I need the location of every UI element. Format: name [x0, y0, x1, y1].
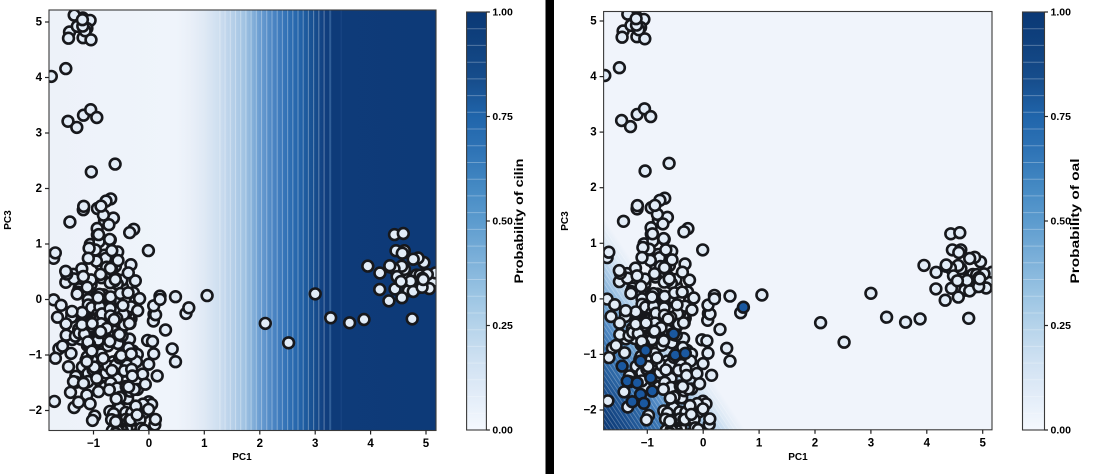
svg-text:3: 3 [590, 127, 596, 139]
svg-text:0.50: 0.50 [492, 216, 513, 228]
svg-text:3: 3 [312, 438, 318, 450]
svg-text:0.00: 0.00 [1051, 425, 1072, 437]
svg-text:0.25: 0.25 [1051, 320, 1072, 332]
svg-text:3: 3 [868, 437, 874, 449]
svg-text:2: 2 [590, 182, 596, 194]
svg-text:4: 4 [36, 72, 43, 84]
svg-text:3: 3 [36, 128, 42, 140]
svg-text:5: 5 [36, 17, 43, 29]
svg-text:PC3: PC3 [3, 210, 14, 230]
svg-text:4: 4 [590, 71, 597, 83]
svg-text:−1: −1 [583, 349, 597, 361]
svg-text:PC1: PC1 [788, 452, 808, 463]
svg-text:−1: −1 [29, 350, 43, 362]
svg-text:5: 5 [590, 16, 597, 28]
svg-text:5: 5 [979, 437, 986, 449]
svg-text:4: 4 [367, 438, 374, 450]
svg-text:1.00: 1.00 [492, 7, 513, 19]
svg-text:0.50: 0.50 [1051, 216, 1072, 228]
svg-text:−2: −2 [29, 405, 42, 417]
svg-text:0: 0 [700, 437, 706, 449]
svg-text:0: 0 [590, 293, 596, 305]
svg-text:1: 1 [590, 238, 597, 250]
svg-text:PC1: PC1 [232, 452, 252, 463]
svg-text:Probability of oal: Probability of oal [1068, 159, 1082, 284]
svg-text:1.00: 1.00 [1051, 7, 1072, 19]
svg-text:2: 2 [812, 437, 818, 449]
svg-text:−2: −2 [583, 405, 596, 417]
svg-text:PC3: PC3 [560, 211, 571, 231]
svg-text:Probability of cilin: Probability of cilin [512, 159, 526, 284]
svg-text:5: 5 [423, 438, 430, 450]
svg-text:0: 0 [36, 294, 42, 306]
svg-text:0.00: 0.00 [492, 425, 513, 437]
svg-text:0.75: 0.75 [1051, 111, 1072, 123]
svg-text:−1: −1 [87, 438, 101, 450]
svg-text:4: 4 [924, 437, 931, 449]
svg-text:1: 1 [36, 239, 43, 251]
svg-text:2: 2 [257, 438, 263, 450]
svg-text:1: 1 [201, 438, 208, 450]
svg-text:0.75: 0.75 [492, 111, 513, 123]
svg-text:0: 0 [146, 438, 152, 450]
svg-text:0.25: 0.25 [492, 320, 513, 332]
svg-text:−1: −1 [641, 437, 655, 449]
svg-text:2: 2 [36, 183, 42, 195]
svg-text:1: 1 [756, 437, 763, 449]
